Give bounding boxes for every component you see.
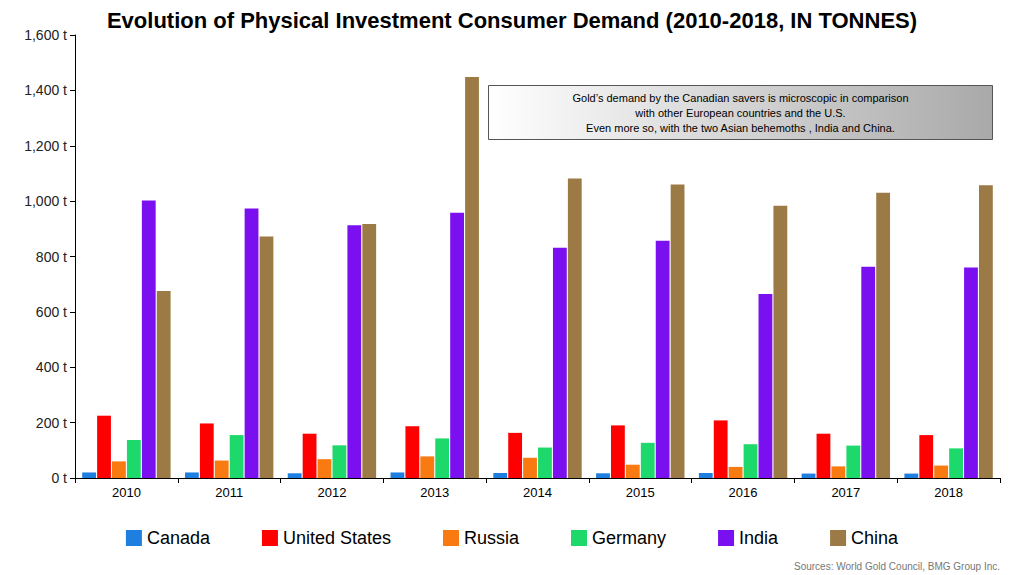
svg-text:0 t: 0 t [51,470,67,486]
svg-text:Canada: Canada [147,528,211,548]
svg-text:Sources: World Gold Council, B: Sources: World Gold Council, BMG Group I… [794,561,1000,572]
svg-text:2012: 2012 [317,485,346,500]
svg-text:1,400 t: 1,400 t [24,82,67,98]
svg-text:Gold’s demand by the Canadian: Gold’s demand by the Canadian savers is … [572,92,908,104]
svg-text:Even more so, with the two Asi: Even more so, with the two Asian behemot… [586,122,895,134]
svg-text:2018: 2018 [934,485,963,500]
svg-text:1,000 t: 1,000 t [24,193,67,209]
svg-text:1,200 t: 1,200 t [24,138,67,154]
svg-text:Russia: Russia [464,528,520,548]
svg-text:United States: United States [283,528,391,548]
svg-text:Evolution of Physical Investme: Evolution of Physical Investment Consume… [107,8,917,33]
svg-text:Germany: Germany [592,528,666,548]
svg-text:2011: 2011 [215,485,243,500]
svg-text:India: India [739,528,779,548]
svg-text:2010: 2010 [112,485,141,500]
svg-text:2017: 2017 [831,485,860,500]
svg-text:2016: 2016 [729,485,758,500]
svg-text:China: China [851,528,899,548]
svg-text:1,600 t: 1,600 t [24,27,67,43]
svg-text:200 t: 200 t [36,415,67,431]
svg-text:600 t: 600 t [36,304,67,320]
svg-text:2013: 2013 [420,485,449,500]
svg-text:2014: 2014 [523,485,552,500]
svg-text:2015: 2015 [626,485,655,500]
svg-text:400 t: 400 t [36,359,67,375]
svg-text:with other European countries: with other European countries and the U.… [634,107,845,119]
svg-text:800 t: 800 t [36,249,67,265]
